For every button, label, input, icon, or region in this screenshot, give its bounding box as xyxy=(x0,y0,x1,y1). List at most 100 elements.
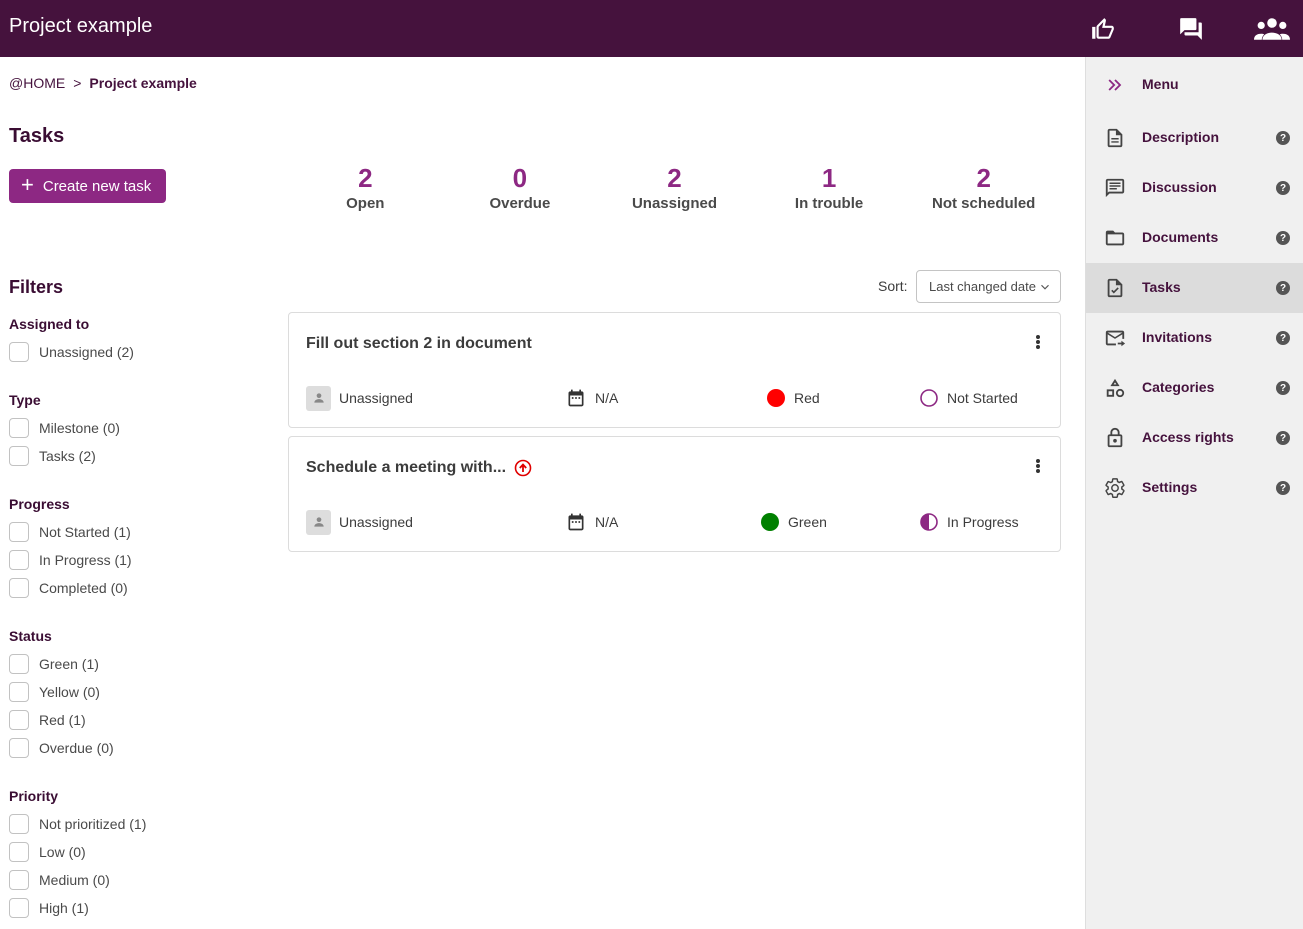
task-progress[interactable]: In Progress xyxy=(920,509,1019,535)
breadcrumb-home[interactable]: @HOME xyxy=(9,75,66,91)
sidebar-item-access-rights[interactable]: Access rights ? xyxy=(1086,413,1303,463)
checkbox[interactable] xyxy=(9,342,29,362)
comment-icon xyxy=(1103,176,1127,200)
task-progress[interactable]: Not Started xyxy=(920,385,1018,411)
help-icon[interactable]: ? xyxy=(1276,281,1290,295)
sidebar-item-settings[interactable]: Settings ? xyxy=(1086,463,1303,513)
task-card[interactable]: Schedule a meeting with... Unassigned N/… xyxy=(288,436,1061,552)
filter-option[interactable]: Not prioritized (1) xyxy=(9,810,146,838)
filter-option[interactable]: Medium (0) xyxy=(9,866,146,894)
stat-label: Not scheduled xyxy=(931,195,1036,212)
assignee-label: Unassigned xyxy=(339,514,413,530)
stat-not-scheduled[interactable]: 2 Not scheduled xyxy=(906,163,1061,219)
filter-option[interactable]: In Progress (1) xyxy=(9,546,132,574)
checkbox[interactable] xyxy=(9,870,29,890)
task-status[interactable]: Green xyxy=(761,509,827,535)
assignee-label: Unassigned xyxy=(339,390,413,406)
sidebar-item-label: Discussion xyxy=(1142,179,1217,195)
task-assignee[interactable]: Unassigned xyxy=(306,509,413,535)
checkbox[interactable] xyxy=(9,550,29,570)
lock-icon xyxy=(1103,426,1127,450)
filter-option[interactable]: Green (1) xyxy=(9,650,114,678)
high-priority-icon xyxy=(514,459,532,477)
task-title[interactable]: Schedule a meeting with... xyxy=(306,459,532,477)
checkbox[interactable] xyxy=(9,446,29,466)
task-status[interactable]: Red xyxy=(767,385,820,411)
filter-option-label: Medium (0) xyxy=(39,872,110,888)
filter-group-assigned: Assigned to Unassigned (2) xyxy=(9,316,134,366)
task-stats: 2 Open 0 Overdue 2 Unassigned 1 In troub… xyxy=(288,163,1061,219)
task-due-date[interactable]: N/A xyxy=(566,385,618,411)
filter-option-label: Not prioritized (1) xyxy=(39,816,147,832)
folder-icon xyxy=(1103,226,1127,250)
stat-open[interactable]: 2 Open xyxy=(288,163,443,219)
stat-value: 2 xyxy=(667,163,682,193)
thumbs-up-icon[interactable] xyxy=(1088,14,1118,44)
help-icon[interactable]: ? xyxy=(1276,131,1290,145)
checkbox[interactable] xyxy=(9,898,29,918)
checkbox[interactable] xyxy=(9,814,29,834)
sidebar-item-label: Invitations xyxy=(1142,329,1213,345)
filter-option[interactable]: Low (0) xyxy=(9,838,146,866)
checkbox[interactable] xyxy=(9,710,29,730)
task-card[interactable]: Fill out section 2 in document Unassigne… xyxy=(288,312,1061,428)
create-task-label: Create new task xyxy=(42,177,152,195)
checkbox[interactable] xyxy=(9,654,29,674)
checkbox[interactable] xyxy=(9,738,29,758)
help-icon[interactable]: ? xyxy=(1276,331,1290,345)
filter-option[interactable]: Completed (0) xyxy=(9,574,132,602)
more-options-icon[interactable] xyxy=(1030,333,1046,351)
help-icon[interactable]: ? xyxy=(1276,231,1290,245)
create-task-button[interactable]: + Create new task xyxy=(9,169,166,203)
stat-value: 2 xyxy=(358,163,373,193)
task-meta: Unassigned N/A Red Not Started xyxy=(306,385,1060,411)
filter-group-title: Priority xyxy=(9,788,59,804)
filter-option[interactable]: Milestone (0) xyxy=(9,414,120,442)
filter-option-label: Red (1) xyxy=(39,712,86,728)
stat-unassigned[interactable]: 2 Unassigned xyxy=(597,163,752,219)
filter-option[interactable]: Red (1) xyxy=(9,706,114,734)
filter-option[interactable]: Overdue (0) xyxy=(9,734,114,762)
checkbox[interactable] xyxy=(9,842,29,862)
filter-option[interactable]: Not Started (1) xyxy=(9,518,132,546)
top-bar: Project example xyxy=(0,0,1303,57)
sidebar-item-label: Categories xyxy=(1142,379,1215,395)
checkbox[interactable] xyxy=(9,578,29,598)
sidebar-item-documents[interactable]: Documents ? xyxy=(1086,213,1303,263)
task-title[interactable]: Fill out section 2 in document xyxy=(306,335,532,353)
help-icon[interactable]: ? xyxy=(1276,481,1290,495)
sidebar-item-label: Settings xyxy=(1142,479,1198,495)
filter-group-title: Type xyxy=(9,392,41,408)
filter-option[interactable]: High (1) xyxy=(9,894,146,922)
filter-group-title: Status xyxy=(9,628,52,644)
due-date-label: N/A xyxy=(595,390,619,406)
filter-option[interactable]: Tasks (2) xyxy=(9,442,120,470)
help-icon[interactable]: ? xyxy=(1276,431,1290,445)
chat-icon[interactable] xyxy=(1176,14,1206,44)
filter-option[interactable]: Unassigned (2) xyxy=(9,338,134,366)
filter-option[interactable]: Yellow (0) xyxy=(9,678,114,706)
checkbox[interactable] xyxy=(9,682,29,702)
help-icon[interactable]: ? xyxy=(1276,381,1290,395)
more-options-icon[interactable] xyxy=(1030,457,1046,475)
filter-option-label: Tasks (2) xyxy=(39,448,96,464)
sidebar-item-invitations[interactable]: Invitations ? xyxy=(1086,313,1303,363)
filter-group-priority: Priority Not prioritized (1) Low (0) Med… xyxy=(9,788,146,922)
sidebar-item-description[interactable]: Description ? xyxy=(1086,113,1303,163)
sidebar-item-tasks[interactable]: Tasks ? xyxy=(1086,263,1303,313)
checkbox[interactable] xyxy=(9,418,29,438)
sort-select[interactable]: Last changed date xyxy=(916,270,1061,303)
breadcrumb-current: Project example xyxy=(89,75,197,91)
people-icon[interactable] xyxy=(1254,14,1290,44)
sidebar-item-discussion[interactable]: Discussion ? xyxy=(1086,163,1303,213)
sidebar-item-menu[interactable]: Menu xyxy=(1086,60,1303,110)
sidebar-item-categories[interactable]: Categories ? xyxy=(1086,363,1303,413)
checkbox[interactable] xyxy=(9,522,29,542)
task-due-date[interactable]: N/A xyxy=(566,509,618,535)
sidebar-item-label: Menu xyxy=(1142,76,1179,92)
stat-in-trouble[interactable]: 1 In trouble xyxy=(752,163,907,219)
task-assignee[interactable]: Unassigned xyxy=(306,385,413,411)
help-icon[interactable]: ? xyxy=(1276,181,1290,195)
status-dot-icon xyxy=(761,513,779,531)
stat-overdue[interactable]: 0 Overdue xyxy=(443,163,598,219)
